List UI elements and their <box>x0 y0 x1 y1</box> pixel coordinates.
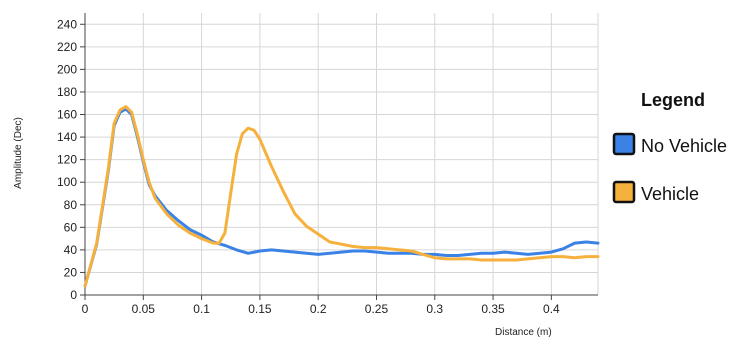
x-tick-label: 0.3 <box>426 302 443 316</box>
x-tick-label: 0.4 <box>543 302 560 316</box>
series-lines <box>83 105 600 288</box>
legend-label-no-vehicle: No Vehicle <box>641 136 727 156</box>
y-tick-label: 100 <box>57 175 77 189</box>
legend-label-vehicle: Vehicle <box>641 184 699 204</box>
y-tick-label: 140 <box>57 130 77 144</box>
x-tick-label: 0.35 <box>481 302 505 316</box>
series-line-vehicle <box>83 105 600 288</box>
y-tick-label: 240 <box>57 17 77 31</box>
y-axis-title: Amplitude (Dec) <box>13 117 24 189</box>
y-tick-label: 80 <box>64 198 78 212</box>
legend: Legend No Vehicle Vehicle <box>612 90 727 204</box>
y-tick-label: 40 <box>64 243 78 257</box>
y-tick-label: 220 <box>57 40 77 54</box>
x-axis-title: Distance (m) <box>495 327 552 338</box>
legend-swatch-no-vehicle <box>612 132 636 156</box>
y-tick-label: 0 <box>70 288 77 302</box>
legend-swatch-vehicle <box>612 180 636 204</box>
x-tick-label: 0 <box>82 302 89 316</box>
x-tick-label: 0.05 <box>132 302 156 316</box>
y-tick-label: 120 <box>57 153 77 167</box>
legend-title: Legend <box>641 90 705 110</box>
x-tick-label: 0.15 <box>248 302 272 316</box>
x-tick-label: 0.1 <box>193 302 210 316</box>
y-tick-label: 200 <box>57 62 77 76</box>
tick-labels: 0 20 40 60 80 100 120 140 160 180 200 220 240 0 0.05 0.… <box>57 17 560 316</box>
y-tick-label: 160 <box>57 108 77 122</box>
x-tick-label: 0.2 <box>310 302 327 316</box>
x-tick-label: 0.25 <box>365 302 389 316</box>
y-tick-label: 180 <box>57 85 77 99</box>
axes <box>80 13 598 300</box>
y-tick-label: 20 <box>64 265 78 279</box>
y-tick-label: 60 <box>64 220 78 234</box>
